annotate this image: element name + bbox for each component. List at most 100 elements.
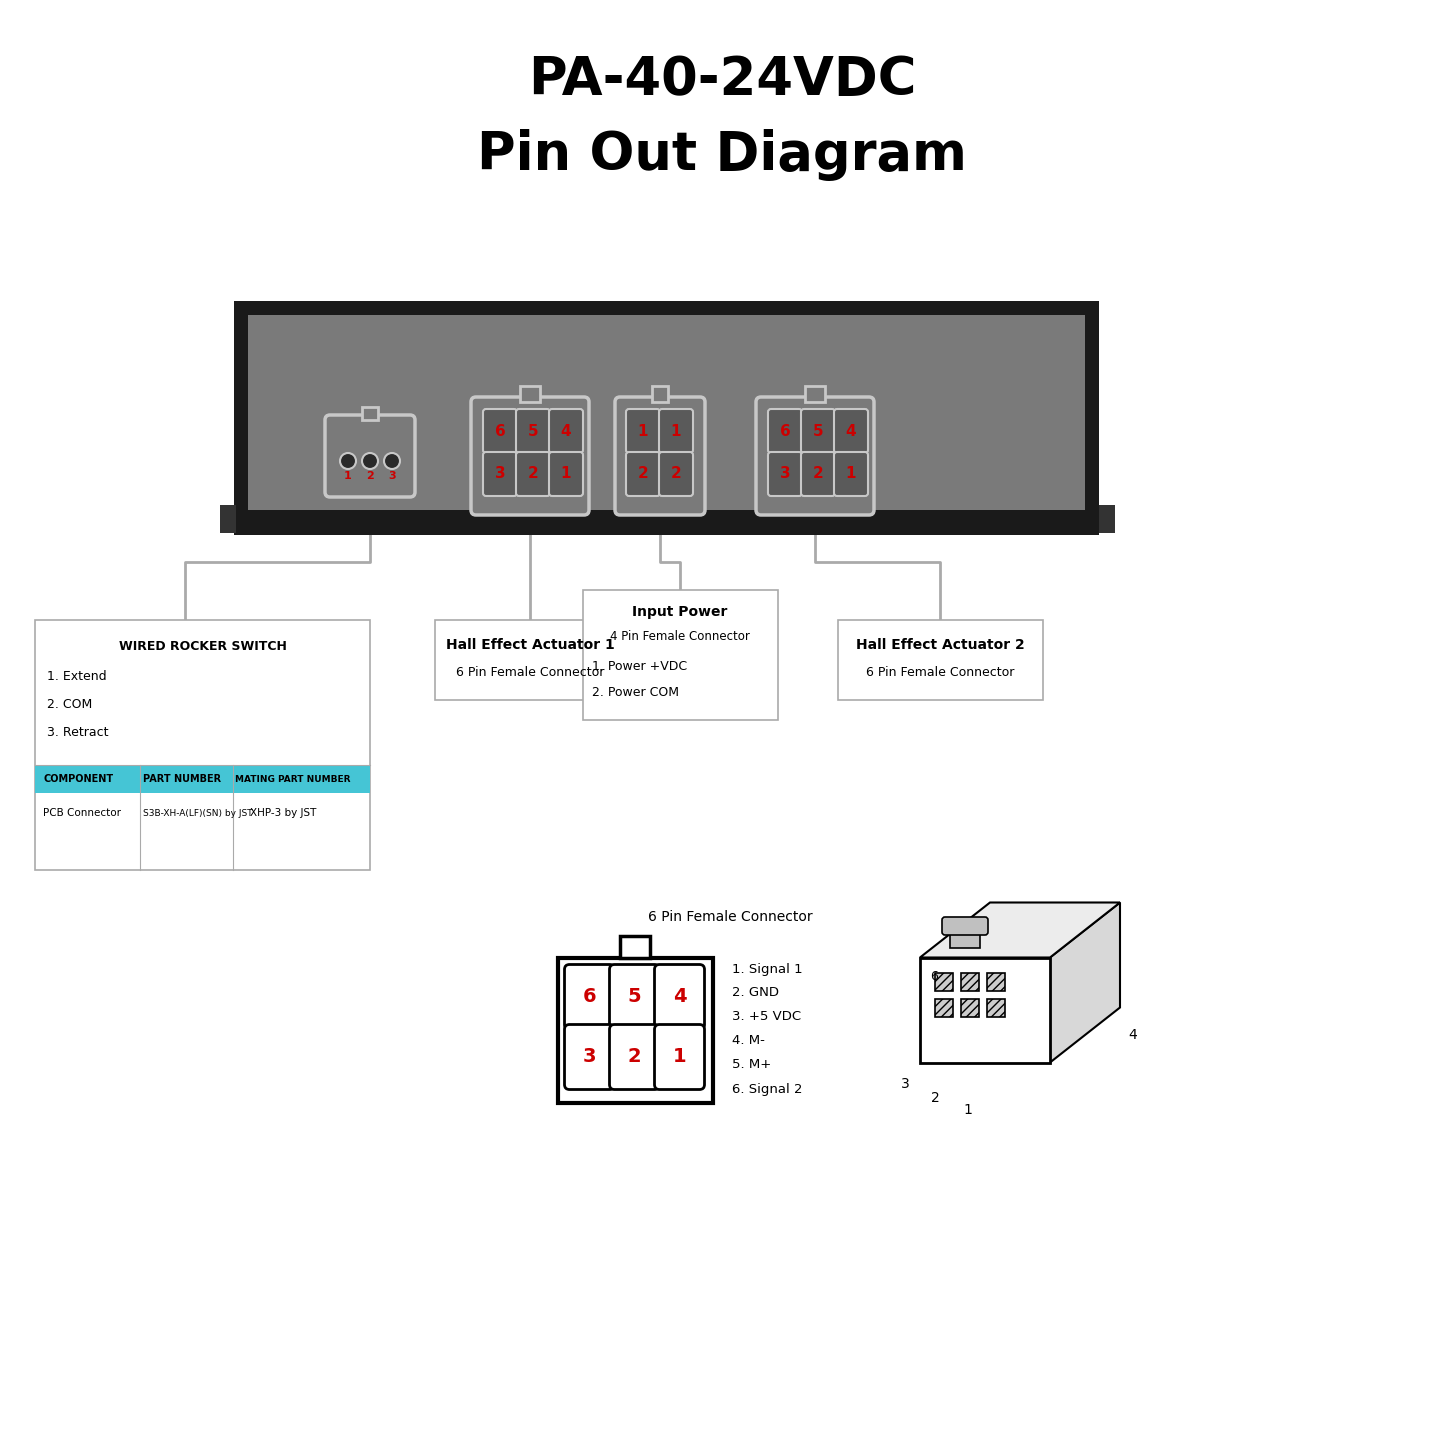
FancyBboxPatch shape: [659, 452, 694, 496]
Text: 1: 1: [561, 467, 571, 481]
Text: Pin Out Diagram: Pin Out Diagram: [477, 129, 967, 181]
FancyBboxPatch shape: [834, 452, 868, 496]
Bar: [620, 935, 650, 958]
Polygon shape: [1051, 903, 1120, 1062]
Bar: [234, 301, 1100, 535]
Text: 1: 1: [637, 423, 649, 438]
Circle shape: [384, 452, 400, 470]
FancyBboxPatch shape: [626, 409, 660, 452]
FancyBboxPatch shape: [565, 1025, 614, 1090]
Bar: [961, 998, 980, 1016]
FancyBboxPatch shape: [471, 397, 590, 514]
Text: 4: 4: [673, 987, 686, 1007]
FancyBboxPatch shape: [549, 452, 582, 496]
FancyBboxPatch shape: [655, 964, 705, 1029]
Text: 1: 1: [344, 471, 353, 481]
FancyBboxPatch shape: [801, 452, 835, 496]
Bar: [35, 764, 370, 793]
Bar: [220, 504, 236, 533]
Text: WIRED ROCKER SWITCH: WIRED ROCKER SWITCH: [118, 640, 286, 653]
Text: 6: 6: [931, 970, 938, 983]
Text: 1: 1: [673, 1048, 686, 1066]
Text: 5. M+: 5. M+: [733, 1059, 772, 1072]
Text: 5: 5: [627, 987, 642, 1007]
Text: 1: 1: [964, 1103, 972, 1117]
Circle shape: [340, 452, 355, 470]
Text: 2. COM: 2. COM: [48, 698, 92, 711]
Bar: [987, 998, 1006, 1016]
Text: 5: 5: [527, 423, 539, 438]
Bar: [520, 386, 540, 402]
FancyBboxPatch shape: [626, 452, 660, 496]
Text: 1: 1: [670, 423, 681, 438]
Bar: [582, 590, 777, 720]
Bar: [363, 407, 379, 420]
FancyBboxPatch shape: [655, 1025, 705, 1090]
Text: 4. M-: 4. M-: [733, 1035, 766, 1048]
Text: 3. Retract: 3. Retract: [48, 725, 108, 738]
FancyBboxPatch shape: [767, 409, 802, 452]
Text: S3B-XH-A(LF)(SN) by JST: S3B-XH-A(LF)(SN) by JST: [143, 809, 253, 818]
Text: 4: 4: [845, 423, 857, 438]
FancyBboxPatch shape: [659, 409, 694, 452]
Text: 2: 2: [637, 467, 649, 481]
Bar: [961, 972, 980, 990]
Text: 1. Power +VDC: 1. Power +VDC: [592, 660, 688, 673]
Polygon shape: [920, 903, 1120, 958]
Bar: [805, 386, 825, 402]
Bar: [838, 620, 1042, 699]
Text: 3: 3: [389, 471, 396, 481]
Bar: [1100, 504, 1116, 533]
Text: 6: 6: [582, 987, 597, 1007]
FancyBboxPatch shape: [483, 452, 517, 496]
FancyBboxPatch shape: [610, 964, 659, 1029]
Text: 6: 6: [780, 423, 790, 438]
Text: 6. Signal 2: 6. Signal 2: [733, 1082, 803, 1095]
FancyBboxPatch shape: [325, 415, 415, 497]
Text: 1: 1: [845, 467, 857, 481]
Text: 3: 3: [494, 467, 506, 481]
FancyBboxPatch shape: [942, 918, 988, 935]
Text: COMPONENT: COMPONENT: [43, 775, 113, 785]
Text: 2: 2: [931, 1091, 939, 1104]
FancyBboxPatch shape: [834, 409, 868, 452]
FancyBboxPatch shape: [616, 397, 705, 514]
Bar: [935, 998, 954, 1016]
Bar: [35, 620, 370, 870]
Text: 6 Pin Female Connector: 6 Pin Female Connector: [647, 910, 812, 923]
Text: Input Power: Input Power: [633, 605, 728, 618]
Text: MATING PART NUMBER: MATING PART NUMBER: [236, 775, 351, 783]
FancyBboxPatch shape: [801, 409, 835, 452]
Bar: [949, 931, 980, 948]
FancyBboxPatch shape: [549, 409, 582, 452]
Bar: [652, 386, 668, 402]
Text: 6: 6: [494, 423, 506, 438]
FancyBboxPatch shape: [767, 452, 802, 496]
Bar: [558, 958, 712, 1103]
Text: PART NUMBER: PART NUMBER: [143, 775, 221, 785]
Circle shape: [363, 452, 379, 470]
Text: 2: 2: [627, 1048, 642, 1066]
Text: 4 Pin Female Connector: 4 Pin Female Connector: [610, 630, 750, 643]
Text: 2. GND: 2. GND: [733, 987, 779, 1000]
Text: 2: 2: [670, 467, 682, 481]
Text: PA-40-24VDC: PA-40-24VDC: [527, 53, 916, 105]
Text: PCB Connector: PCB Connector: [43, 808, 121, 818]
Bar: [249, 315, 1085, 510]
Text: 2: 2: [812, 467, 824, 481]
FancyBboxPatch shape: [610, 1025, 659, 1090]
Text: Hall Effect Actuator 2: Hall Effect Actuator 2: [855, 639, 1025, 652]
Bar: [987, 972, 1006, 990]
Text: 1. Signal 1: 1. Signal 1: [733, 962, 803, 975]
Text: 4: 4: [561, 423, 571, 438]
Text: 2: 2: [527, 467, 539, 481]
Text: 4: 4: [1129, 1027, 1137, 1042]
FancyBboxPatch shape: [756, 397, 874, 514]
Text: 1. Extend: 1. Extend: [48, 670, 107, 683]
Text: 3: 3: [780, 467, 790, 481]
Bar: [234, 510, 1100, 532]
Text: 3: 3: [582, 1048, 597, 1066]
FancyBboxPatch shape: [516, 452, 551, 496]
Text: 6 Pin Female Connector: 6 Pin Female Connector: [866, 666, 1014, 679]
Bar: [935, 972, 954, 990]
